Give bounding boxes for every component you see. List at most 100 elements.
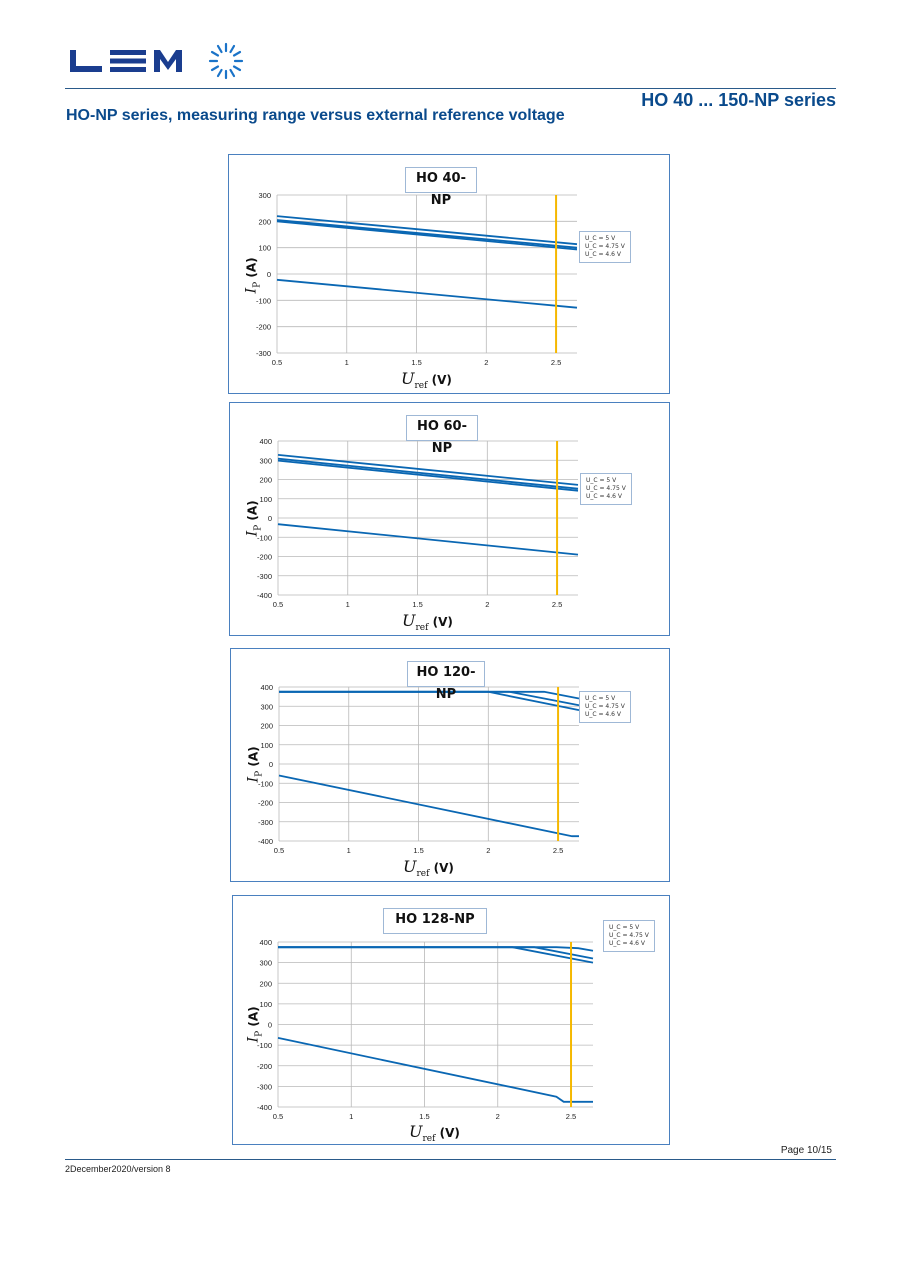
page-number: Page 10/15 — [780, 1145, 832, 1156]
x-axis-label-subscript: ref — [416, 869, 430, 880]
x-tick-label: 1.5 — [419, 1112, 429, 1121]
series-line-3 — [279, 690, 580, 711]
legend-entry: U_C = 5 V — [609, 924, 640, 931]
y-axis-label-symbol: I — [245, 1036, 262, 1042]
y-axis-label-symbol: I — [245, 776, 262, 782]
series-line-3 — [278, 946, 594, 964]
page-heading: HO-NP series, measuring range versus ext… — [66, 107, 565, 124]
chart-panel-ho120: 400 300 200 100 0 -100 -200 -300 -400 0.5 1 1.5 2 2.5… — [230, 648, 670, 882]
y-axis-label: IP (A) — [243, 257, 262, 293]
y-tick-label: 400 — [259, 437, 272, 446]
y-tick-label: 0 — [268, 1021, 272, 1030]
y-tick-label: 100 — [259, 1000, 272, 1009]
x-tick-label: 2 — [484, 358, 488, 367]
y-tick-label: -100 — [256, 296, 271, 305]
y-tick-label: 200 — [260, 722, 273, 731]
y-tick-label: 300 — [259, 456, 272, 465]
y-tick-label: -200 — [256, 323, 271, 332]
x-axis-label-subscript: ref — [422, 1134, 436, 1145]
y-tick-label: 200 — [259, 476, 272, 485]
y-axis-label: IP (A) — [245, 746, 264, 782]
series-title: HO 40 ... 150-NP series — [641, 90, 836, 110]
chart-panel-ho60: 400 300 200 100 0 -100 -200 -300 -400 0.5 1 1.5 2 2.5… — [229, 402, 670, 636]
x-axis-label-symbol: U — [403, 857, 417, 876]
x-axis-label-symbol: U — [402, 611, 416, 630]
y-tick-label: 300 — [258, 191, 271, 200]
y-axis-label-subscript: P — [253, 770, 264, 777]
series-line-1 — [277, 454, 579, 486]
chart-title: HO 40-NP — [405, 167, 477, 208]
y-axis-label-unit: (A) — [245, 499, 260, 525]
legend-entry: U_C = 4.6 V — [586, 493, 622, 500]
legend-entry: U_C = 4.75 V — [585, 243, 625, 250]
y-tick-label: -200 — [258, 799, 273, 808]
chart-title: HO 128-NP — [383, 908, 487, 934]
y-tick-label: -300 — [258, 818, 273, 827]
x-tick-label: 0.5 — [274, 846, 284, 855]
series-line-3 — [277, 459, 579, 492]
y-tick-label: -400 — [258, 837, 273, 846]
x-axis-label-unit: (V) — [427, 373, 452, 387]
y-axis-label-unit: (A) — [244, 256, 259, 282]
y-tick-label: -200 — [257, 553, 272, 562]
x-axis-label-symbol: U — [401, 369, 415, 388]
x-tick-label: 1.5 — [411, 358, 421, 367]
x-axis-label-unit: (V) — [429, 861, 454, 875]
chart-legend: U_C = 5 V U_C = 4.75 V U_C = 4.6 V — [580, 473, 632, 505]
y-axis-label-unit: (A) — [246, 745, 261, 771]
legend-entry: U_C = 4.6 V — [585, 251, 621, 258]
x-tick-label: 1 — [347, 846, 351, 855]
series-line-2 — [277, 457, 579, 490]
legend-entry: U_C = 4.6 V — [585, 711, 621, 718]
x-tick-label: 2 — [486, 846, 490, 855]
legend-entry: U_C = 5 V — [586, 477, 617, 484]
series-line-4 — [276, 278, 578, 309]
x-tick-label: 0.5 — [273, 1112, 283, 1121]
x-tick-label: 2 — [485, 600, 489, 609]
legend-entry: U_C = 5 V — [585, 695, 616, 702]
x-tick-label: 1.5 — [412, 600, 422, 609]
version-label: 2December2020/version 8 — [65, 1164, 171, 1174]
x-tick-label: 0.5 — [273, 600, 283, 609]
y-axis-label-subscript: P — [253, 1030, 264, 1037]
y-axis-label-unit: (A) — [246, 1005, 261, 1031]
x-axis-label-unit: (V) — [428, 615, 453, 629]
chart-legend: U_C = 5 V U_C = 4.75 V U_C = 4.6 V — [579, 231, 631, 263]
y-tick-label: 100 — [260, 741, 273, 750]
x-tick-label: 2.5 — [566, 1112, 576, 1121]
legend-entry: U_C = 4.75 V — [586, 485, 626, 492]
x-axis-label: Uref (V) — [409, 1122, 460, 1144]
y-axis-label-subscript: P — [252, 524, 263, 531]
x-axis-label-subscript: ref — [415, 623, 429, 634]
x-tick-label: 2 — [496, 1112, 500, 1121]
y-tick-label: -100 — [258, 779, 273, 788]
y-tick-label: 100 — [258, 244, 271, 253]
series-line-3 — [276, 220, 578, 251]
y-axis-label: IP (A) — [245, 1006, 264, 1042]
y-axis-label-subscript: P — [251, 281, 262, 288]
y-tick-label: 300 — [260, 702, 273, 711]
series-line-1 — [276, 215, 578, 246]
y-tick-label: -300 — [257, 1082, 272, 1091]
x-axis-label-symbol: U — [409, 1122, 423, 1141]
header-divider — [65, 88, 836, 89]
x-tick-label: 2.5 — [552, 600, 562, 609]
x-tick-label: 1 — [345, 358, 349, 367]
x-axis-label: Uref (V) — [403, 857, 454, 879]
chart-legend: U_C = 5 V U_C = 4.75 V U_C = 4.6 V — [579, 691, 631, 723]
series-line-2 — [276, 219, 578, 249]
lem-logo — [70, 42, 244, 80]
y-tick-label: 200 — [258, 217, 271, 226]
x-tick-label: 1.5 — [413, 846, 423, 855]
y-tick-label: -300 — [256, 349, 271, 358]
x-axis-label-unit: (V) — [435, 1126, 460, 1140]
chart-legend: U_C = 5 V U_C = 4.75 V U_C = 4.6 V — [603, 920, 655, 952]
y-tick-label: -300 — [257, 572, 272, 581]
legend-entry: U_C = 4.6 V — [609, 940, 645, 947]
y-tick-label: 400 — [260, 683, 273, 692]
x-tick-label: 1 — [346, 600, 350, 609]
